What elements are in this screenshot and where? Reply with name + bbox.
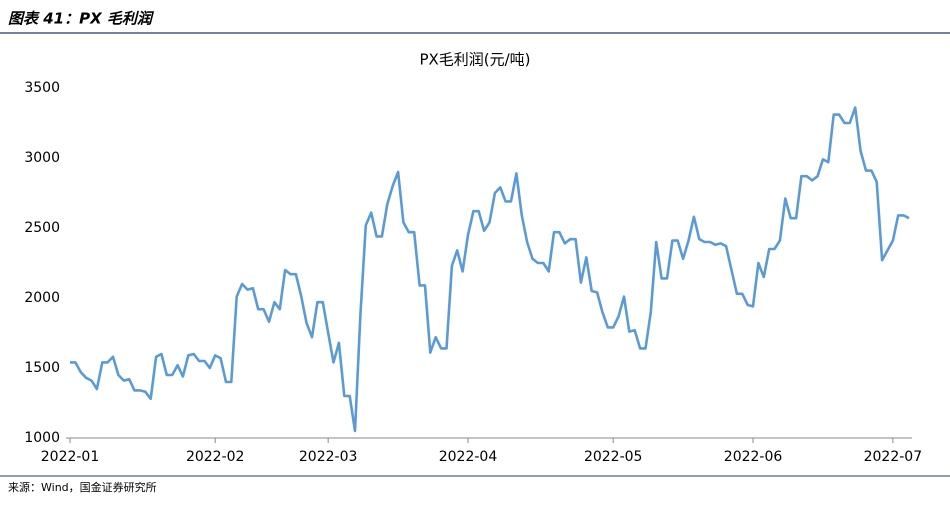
y-tick-label: 1500 — [24, 360, 60, 376]
x-tick-label: 2022-01 — [41, 449, 100, 465]
header-title: 图表 41：PX 毛利润 — [8, 10, 155, 28]
y-tick-label: 3000 — [24, 150, 60, 166]
y-tick-label: 2000 — [24, 290, 60, 306]
x-tick-label: 2022-06 — [724, 449, 783, 465]
x-tick-label: 2022-04 — [439, 449, 498, 465]
line-series — [70, 106, 910, 433]
x-tick-label: 2022-03 — [299, 449, 358, 465]
x-tick-label: 2022-05 — [584, 449, 643, 465]
x-tick-label: 2022-07 — [864, 449, 923, 465]
chart-title: PX毛利润(元/吨) — [419, 51, 530, 69]
y-tick-label: 1000 — [24, 430, 60, 446]
y-tick-label: 2500 — [24, 220, 60, 236]
x-tick-label: 2022-02 — [186, 449, 245, 465]
y-tick-label: 3500 — [24, 80, 60, 96]
source: 来源：Wind，国金证券研究所 — [8, 480, 157, 494]
